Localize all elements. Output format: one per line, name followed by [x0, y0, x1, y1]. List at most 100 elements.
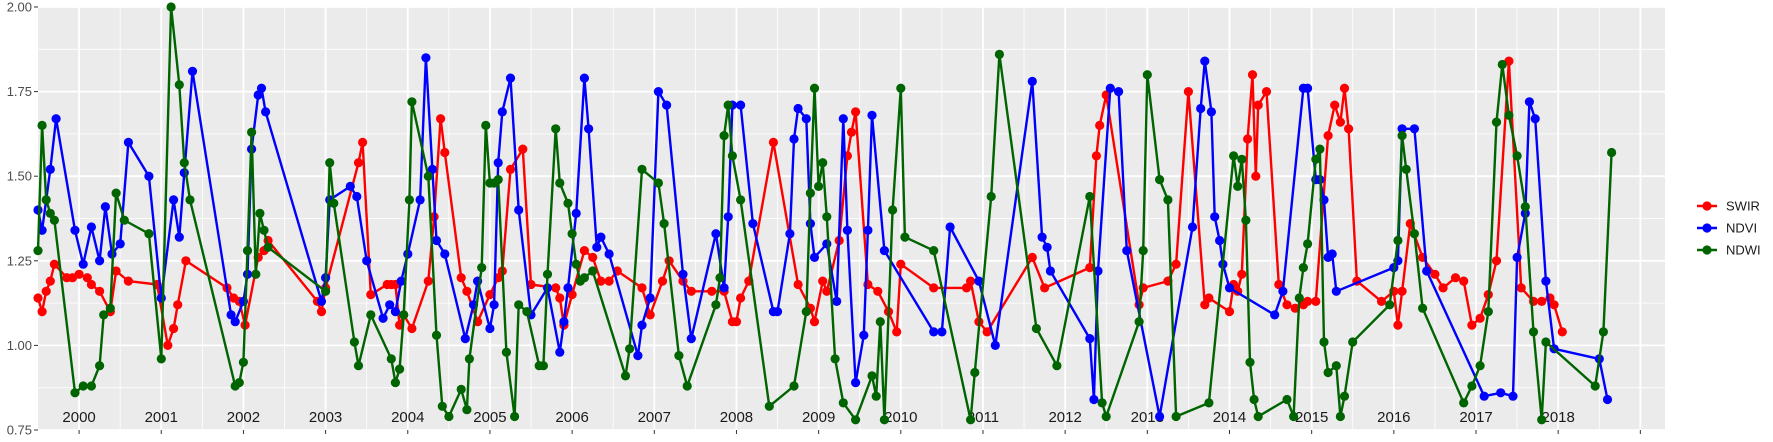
data-point [78, 259, 88, 269]
data-point [653, 87, 664, 97]
data-point [682, 381, 692, 391]
data-point [929, 283, 939, 293]
data-point [390, 307, 400, 317]
data-point [325, 158, 335, 168]
data-point [838, 114, 848, 124]
data-point [1204, 293, 1214, 303]
data-point [637, 320, 647, 330]
data-point [399, 310, 409, 320]
data-point [1602, 394, 1613, 405]
data-point [1530, 114, 1540, 124]
data-point [659, 219, 669, 229]
data-point [256, 83, 267, 93]
data-point [1524, 97, 1534, 107]
data-point [1163, 195, 1173, 205]
data-point [415, 195, 425, 205]
data-point [1491, 117, 1502, 127]
data-point [982, 327, 992, 337]
data-point [793, 103, 803, 114]
data-point [1315, 144, 1325, 154]
data-point [1261, 87, 1272, 97]
data-point [637, 283, 647, 293]
data-point [1467, 320, 1477, 330]
data-point [789, 381, 799, 391]
data-point [1393, 320, 1403, 330]
data-point [961, 283, 972, 293]
data-point [123, 276, 133, 286]
data-point [1459, 398, 1469, 408]
data-point [440, 147, 450, 158]
data-point [653, 178, 664, 188]
data-point [78, 381, 88, 391]
data-point [1459, 276, 1469, 286]
data-point [838, 398, 848, 408]
data-point [514, 300, 524, 310]
data-point [567, 229, 577, 239]
data-point [1598, 327, 1608, 337]
data-point [440, 249, 450, 259]
y-axis: 0.75 1.00 1.25 1.50 1.75 2.00 [7, 0, 1641, 438]
data-point [1210, 212, 1220, 222]
data-point [736, 293, 746, 303]
data-point [888, 205, 898, 215]
data-point [896, 83, 906, 93]
legend-label: NDWI [1726, 243, 1761, 258]
data-point [1237, 154, 1247, 164]
data-point [481, 120, 491, 130]
data-point [353, 158, 364, 168]
data-point [505, 164, 516, 174]
data-point [1557, 327, 1567, 337]
data-point [1294, 293, 1304, 303]
data-point [179, 158, 189, 168]
data-point [1537, 296, 1547, 306]
data-point [1243, 134, 1253, 144]
data-point [169, 195, 179, 205]
data-point [1253, 100, 1263, 110]
data-point [966, 276, 976, 286]
data-point [49, 215, 60, 225]
data-point [686, 286, 696, 296]
data-point [1155, 411, 1165, 422]
data-point [789, 134, 799, 144]
data-point [1253, 411, 1263, 422]
data-point [105, 303, 115, 313]
data-point [386, 354, 396, 364]
data-point [423, 171, 433, 181]
data-point [37, 120, 47, 130]
data-point [1270, 310, 1280, 320]
data-point [238, 357, 248, 367]
data-point [596, 232, 606, 242]
data-point [822, 286, 832, 296]
data-point [1289, 411, 1299, 422]
data-point [822, 212, 832, 222]
data-point [407, 97, 417, 107]
data-point [859, 330, 869, 340]
data-point [571, 259, 581, 269]
year-label: 2002 [227, 409, 260, 426]
data-point [1512, 151, 1522, 161]
data-point [625, 344, 635, 354]
data-point [873, 286, 883, 296]
data-point [727, 151, 738, 161]
data-point [431, 235, 442, 246]
data-point [1331, 286, 1341, 296]
data-point [33, 246, 43, 256]
data-point [261, 107, 271, 117]
data-point [41, 195, 51, 205]
data-point [584, 124, 594, 134]
data-point [385, 300, 395, 310]
data-point [1520, 202, 1530, 212]
year-label: 2016 [1377, 409, 1410, 426]
data-point [637, 164, 647, 174]
data-point [707, 286, 717, 296]
data-point [1339, 83, 1350, 93]
data-point [1331, 361, 1341, 371]
data-point [1040, 283, 1050, 293]
data-point [1085, 334, 1095, 344]
year-label: 2010 [884, 409, 917, 426]
data-point [686, 334, 696, 344]
data-point [1397, 286, 1407, 296]
data-point [1085, 191, 1095, 202]
data-point [247, 127, 257, 137]
data-point [567, 290, 577, 300]
